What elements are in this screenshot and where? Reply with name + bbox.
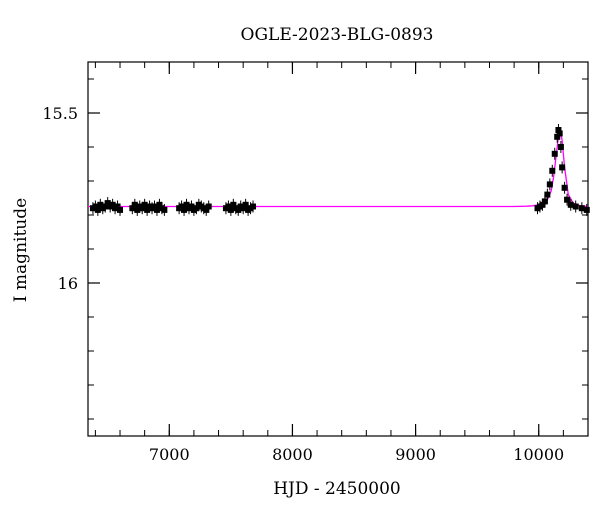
x-tick-label: 7000 xyxy=(149,445,190,464)
plot-frame xyxy=(87,61,589,437)
model-curve xyxy=(88,129,589,208)
x-axis-label: HJD - 2450000 xyxy=(273,479,401,499)
x-tick-label: 9000 xyxy=(395,445,436,464)
x-tick-label: 10000 xyxy=(513,445,564,464)
y-axis-label: I magnitude xyxy=(11,198,31,302)
chart-title: OGLE-2023-BLG-0893 xyxy=(241,25,434,45)
plot-area: 7000 8000 9000 10000 15.5 16 xyxy=(42,61,590,464)
y-tick-label: 16 xyxy=(58,274,78,293)
x-tick-label: 8000 xyxy=(272,445,313,464)
y-tick-label: 15.5 xyxy=(42,104,78,123)
